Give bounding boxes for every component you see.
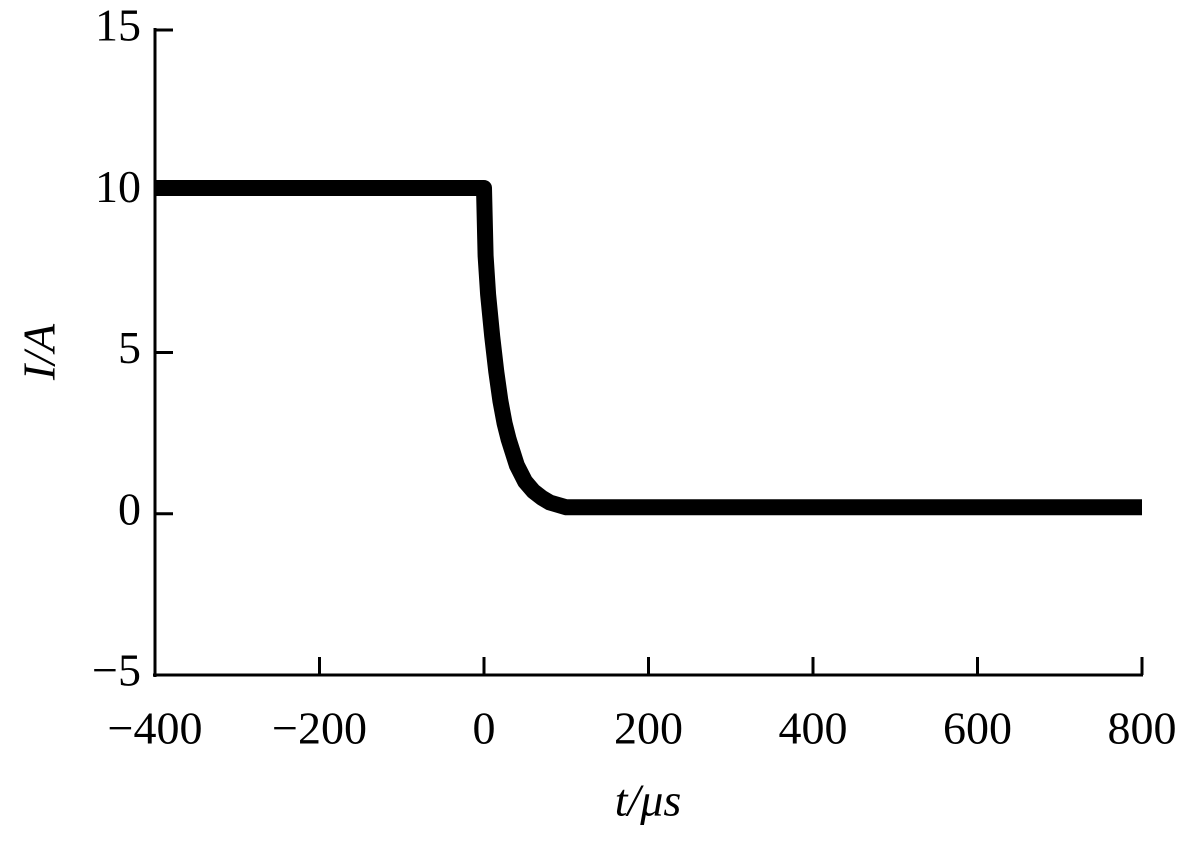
y-tick-label: 10: [95, 161, 141, 212]
x-tick-label: 600: [943, 703, 1012, 754]
y-tick-label: −5: [92, 645, 141, 696]
x-tick-label: −400: [108, 703, 203, 754]
y-tick-label: 0: [118, 483, 141, 534]
y-tick-label: 15: [95, 0, 141, 51]
x-axis-label: t/μs: [615, 775, 682, 826]
x-tick-label: 200: [614, 703, 683, 754]
x-tick-label: 800: [1108, 703, 1177, 754]
y-tick-label: 5: [118, 322, 141, 373]
x-tick-label: 0: [473, 703, 496, 754]
x-tick-label: 400: [779, 703, 848, 754]
line-series: [155, 180, 1142, 516]
x-tick-label: −200: [272, 703, 367, 754]
y-axis-label: I/A: [14, 323, 65, 381]
